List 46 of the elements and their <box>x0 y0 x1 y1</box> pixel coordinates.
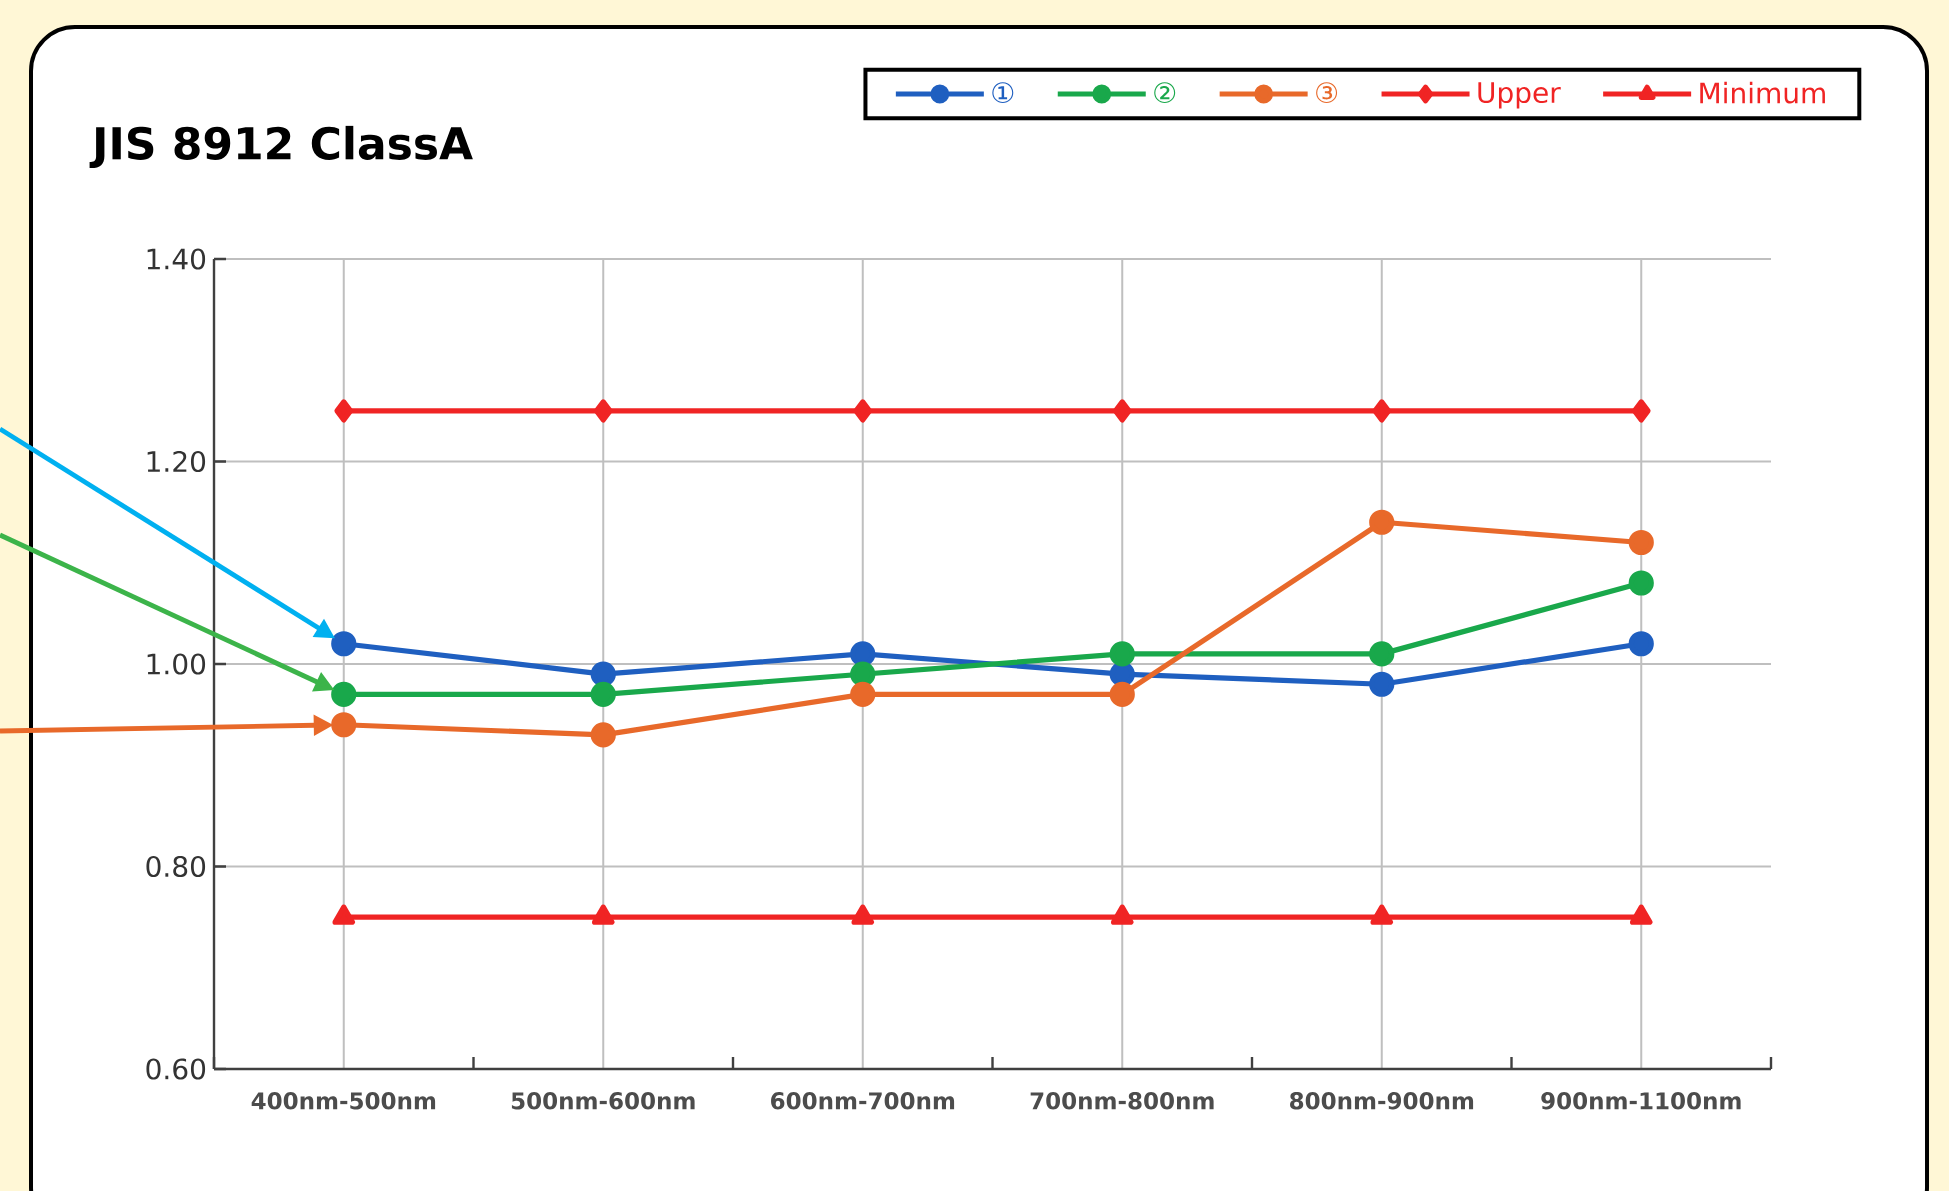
point <box>1372 399 1392 423</box>
point <box>1369 641 1395 667</box>
chart-title: JIS 8912 ClassA <box>89 125 473 169</box>
point <box>1109 681 1135 707</box>
legend-label: Upper <box>1478 82 1561 109</box>
point <box>1370 904 1394 925</box>
x-tick-label: 500nm-600nm <box>511 1092 695 1110</box>
y-tick-label: 1.20 <box>147 450 206 473</box>
point <box>334 399 354 423</box>
legend-label: ① <box>992 82 1014 104</box>
point <box>1628 570 1654 596</box>
x-tick-label: 800nm-900nm <box>1290 1092 1474 1110</box>
point <box>1109 641 1135 667</box>
point <box>1110 904 1134 925</box>
y-tick-label: 0.80 <box>146 855 206 878</box>
point <box>331 712 357 738</box>
point <box>590 681 616 707</box>
point <box>1629 904 1653 925</box>
point <box>850 641 876 667</box>
point <box>331 631 357 657</box>
point <box>850 681 876 707</box>
point <box>1112 399 1132 423</box>
point <box>332 904 356 925</box>
point <box>593 399 613 423</box>
point <box>591 904 615 925</box>
point <box>1628 529 1654 556</box>
x-tick-label: 900nm-1100nm <box>1541 1092 1741 1110</box>
y-tick-label: 1.40 <box>147 248 206 270</box>
legend-label: Minimum <box>1700 81 1825 104</box>
x-tick-label: 600nm-700nm <box>771 1092 955 1110</box>
legend-label: ③ <box>1316 82 1338 104</box>
y-tick-label: 0.60 <box>146 1058 206 1080</box>
point <box>331 681 357 707</box>
point <box>1369 509 1395 535</box>
point <box>851 904 875 925</box>
x-tick-label: 400nm-500nm <box>251 1092 436 1110</box>
legend-label: ② <box>1154 82 1176 104</box>
point <box>850 661 876 687</box>
point <box>1628 631 1654 657</box>
point <box>590 661 616 687</box>
point <box>1369 671 1395 697</box>
x-tick-label: 700nm-800nm <box>1030 1092 1214 1110</box>
point <box>590 722 616 748</box>
point <box>853 399 873 423</box>
point <box>1631 399 1651 423</box>
y-tick-label: 1.00 <box>147 653 206 675</box>
